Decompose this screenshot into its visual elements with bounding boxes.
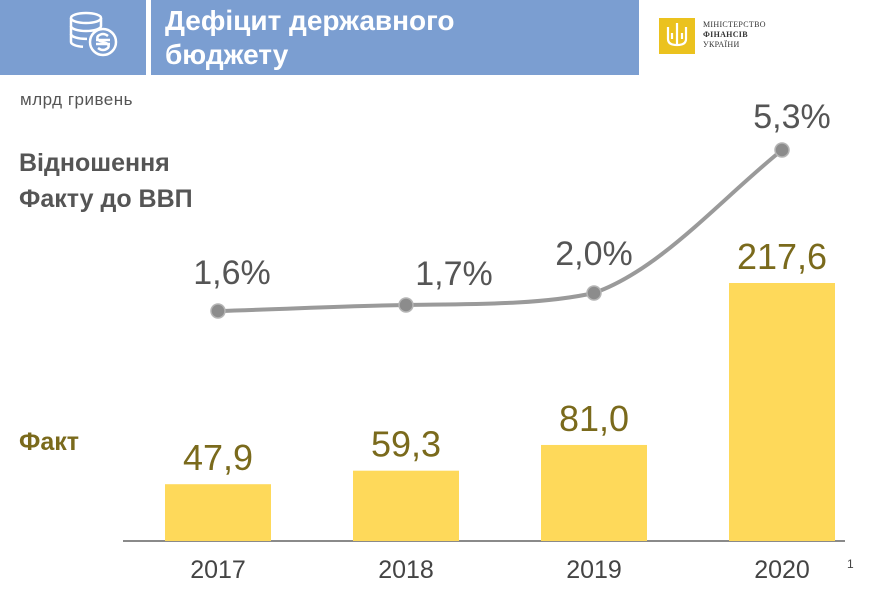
bar-value-label-2020: 217,6 (737, 236, 827, 277)
page-title-line2: бюджету (165, 39, 289, 70)
ministry-logo: МІНІСТЕРСТВО ФІНАНСІВ УКРАЇНИ (641, 0, 890, 75)
coins-hryvnia-icon (69, 11, 118, 57)
bar-2020 (729, 283, 835, 541)
header-icon-panel (0, 0, 146, 75)
x-tick-label-2018: 2018 (378, 556, 434, 584)
logo-text-line1: МІНІСТЕРСТВО (703, 20, 766, 29)
trident-logo-icon (659, 18, 695, 54)
gdp-ratio-point-2018 (398, 297, 414, 313)
gdp-ratio-point-2020 (774, 142, 790, 158)
page-title-line1: Дефіцит державного (165, 5, 455, 36)
x-tick-label-2019: 2019 (566, 556, 622, 584)
bar-2019 (541, 444, 647, 541)
ministry-logo-text: МІНІСТЕРСТВО ФІНАНСІВ УКРАЇНИ (703, 20, 766, 50)
ratio-label-line2: Факту до ВВП (19, 185, 193, 213)
logo-text-line2: ФІНАНСІВ (703, 30, 748, 39)
gdp-ratio-label-2020: 5,3% (753, 98, 831, 136)
bar-2017 (165, 484, 271, 541)
ratio-label-line1: Відношення (19, 149, 170, 177)
header: Дефіцит державного бюджету МІНІСТЕРСТВО … (0, 0, 890, 75)
footnote: 1 (847, 557, 854, 571)
header-title-panel: Дефіцит державного бюджету (151, 0, 639, 75)
unit-label: млрд гривень (20, 90, 134, 109)
gdp-ratio-point-2017 (210, 303, 226, 319)
x-tick-label-2020: 2020 (754, 556, 810, 584)
gdp-ratio-point-2019 (586, 285, 602, 301)
page-title: Дефіцит державного бюджету (165, 4, 455, 72)
x-tick-label-2017: 2017 (190, 556, 246, 584)
fact-label: Факт (19, 428, 79, 456)
gdp-ratio-line (216, 148, 784, 313)
ratio-label: Відношення Факту до ВВП (19, 145, 193, 217)
bar-2018 (353, 470, 459, 541)
gdp-ratio-label-2018: 1,7% (415, 255, 493, 293)
bar-value-label-2018: 59,3 (371, 424, 441, 465)
bar-value-label-2019: 81,0 (559, 398, 629, 439)
gdp-ratio-label-2017: 1,6% (193, 254, 271, 292)
bar-value-label-2017: 47,9 (183, 437, 253, 478)
gdp-ratio-label-2019: 2,0% (555, 235, 633, 273)
logo-text-line3: УКРАЇНИ (703, 40, 740, 49)
